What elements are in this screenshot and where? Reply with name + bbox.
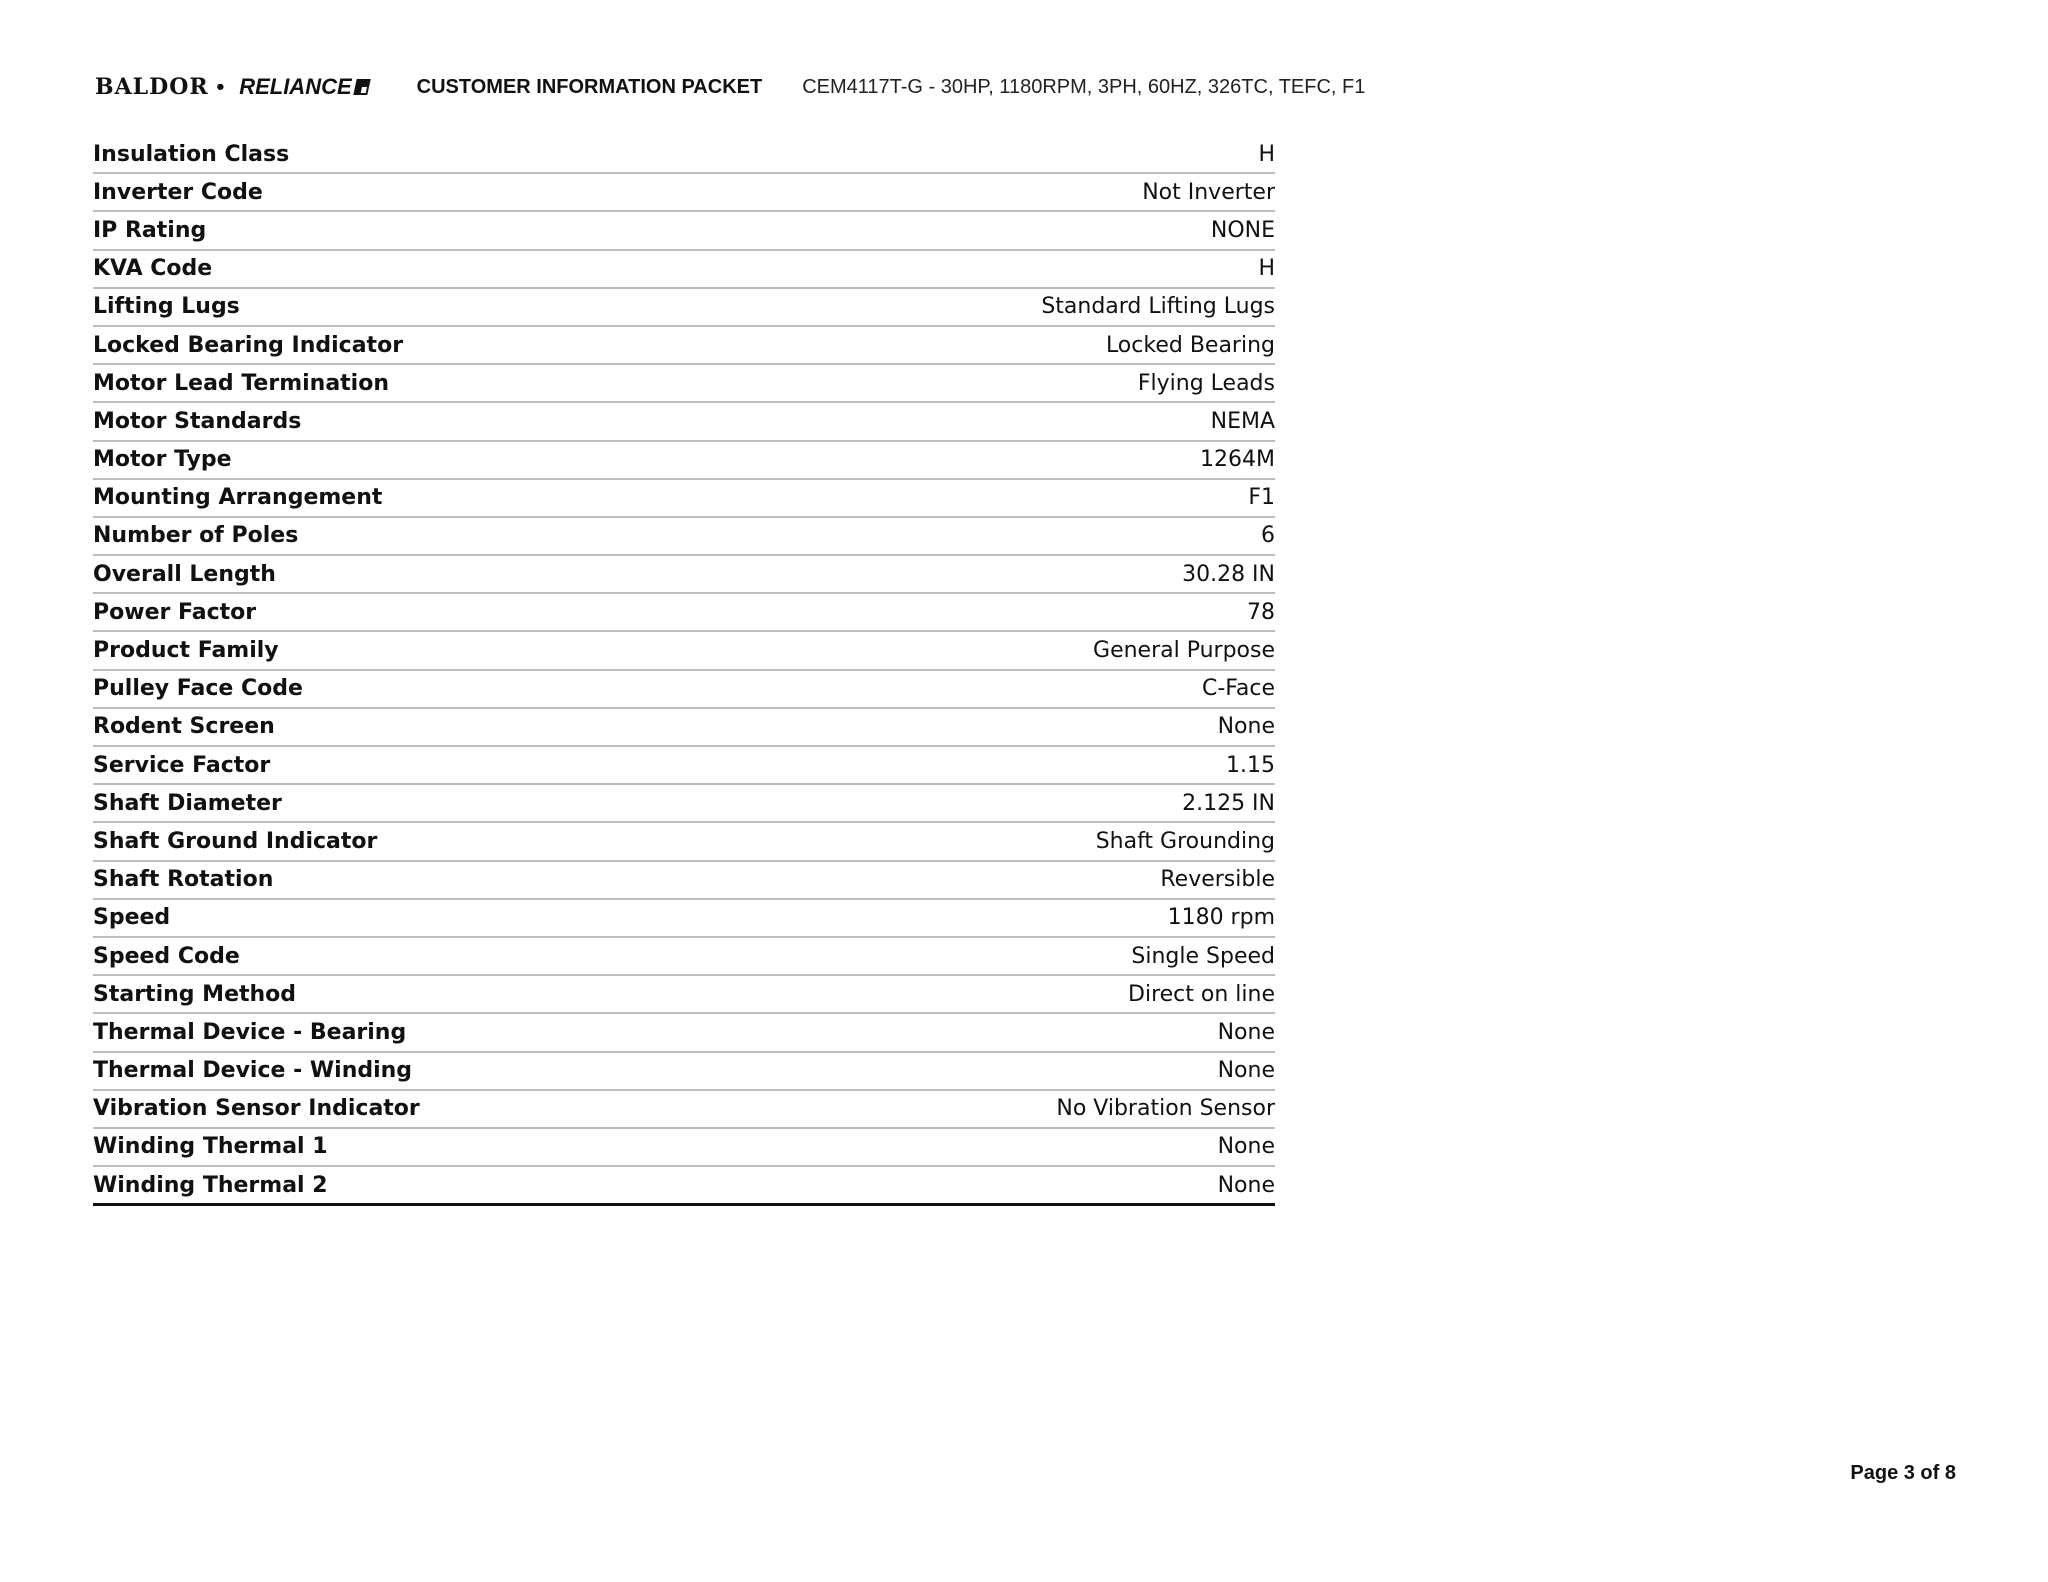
spec-row: Thermal Device - Winding None [93, 1053, 1275, 1091]
spec-value: None [1217, 1019, 1275, 1045]
spec-row: Insulation Class H [93, 136, 1275, 175]
spec-label: Motor Standards [93, 408, 302, 434]
spec-label: Lifting Lugs [93, 294, 240, 320]
spec-row: Thermal Device - Bearing None [93, 1014, 1275, 1053]
spec-label: Power Factor [93, 599, 257, 625]
spec-row: Winding Thermal 1 None [93, 1129, 1275, 1168]
spec-value: Locked Bearing [1105, 332, 1275, 358]
spec-row: Overall Length 30.28 IN [93, 556, 1275, 595]
spec-row: Shaft Ground Indicator Shaft Grounding [93, 823, 1275, 862]
spec-value: NONE [1210, 217, 1275, 243]
spec-value: NEMA [1210, 408, 1275, 434]
spec-value: Single Speed [1131, 943, 1275, 969]
spec-label: Shaft Diameter [93, 790, 282, 816]
spec-value: None [1217, 714, 1275, 740]
logo-mark-icon [352, 79, 371, 95]
spec-value: 1264M [1200, 447, 1275, 473]
spec-value: 78 [1247, 599, 1275, 625]
spec-row: Rodent Screen None [93, 709, 1275, 747]
spec-row: Speed 1180 rpm [93, 900, 1275, 938]
spec-row: Speed Code Single Speed [93, 938, 1275, 977]
spec-label: Number of Poles [93, 523, 299, 549]
product-description: CEM4117T-G - 30HP, 1180RPM, 3PH, 60HZ, 3… [802, 75, 1366, 98]
spec-value: None [1217, 1134, 1275, 1160]
spec-row: Motor Lead Termination Flying Leads [93, 365, 1275, 404]
spec-value: C-Face [1201, 676, 1275, 702]
spec-row: Shaft Rotation Reversible [93, 862, 1275, 900]
spec-value: 6 [1261, 523, 1275, 549]
spec-value: 2.125 IN [1182, 790, 1275, 816]
spec-label: IP Rating [93, 217, 207, 243]
spec-row: IP Rating NONE [93, 212, 1275, 251]
spec-label: Thermal Device - Winding [93, 1058, 413, 1084]
spec-row: Starting Method Direct on line [93, 976, 1275, 1015]
spec-value: F1 [1248, 485, 1275, 511]
spec-label: Overall Length [93, 561, 276, 587]
spec-row: Winding Thermal 2 None [93, 1167, 1275, 1203]
spec-value: 1180 rpm [1167, 905, 1275, 931]
spec-label: Shaft Rotation [93, 867, 274, 893]
spec-value: H [1258, 141, 1275, 167]
spec-label: Speed [93, 905, 171, 931]
spec-value: General Purpose [1093, 638, 1275, 664]
spec-label: KVA Code [93, 256, 213, 282]
logo-text-baldor: BALDOR [95, 74, 209, 100]
spec-label: Winding Thermal 1 [93, 1134, 328, 1160]
page-header: BALDOR • RELIANCE CUSTOMER INFORMATION P… [95, 72, 1365, 102]
spec-label: Mounting Arrangement [93, 485, 383, 511]
spec-label: Speed Code [93, 943, 240, 969]
spec-row: Lifting Lugs Standard Lifting Lugs [93, 289, 1275, 327]
spec-label: Shaft Ground Indicator [93, 828, 378, 854]
spec-label: Thermal Device - Bearing [93, 1019, 407, 1045]
spec-row: Number of Poles 6 [93, 518, 1275, 557]
spec-label: Motor Type [93, 447, 232, 473]
spec-value: Flying Leads [1137, 370, 1275, 396]
spec-row: Power Factor 78 [93, 594, 1275, 633]
spec-label: Pulley Face Code [93, 676, 303, 702]
spec-label: Inverter Code [93, 179, 263, 205]
spec-value: None [1217, 1058, 1275, 1084]
spec-label: Insulation Class [93, 141, 290, 167]
spec-value: 1.15 [1226, 752, 1275, 778]
spec-row: Service Factor 1.15 [93, 747, 1275, 786]
spec-label: Vibration Sensor Indicator [93, 1096, 420, 1122]
spec-row: Product Family General Purpose [93, 632, 1275, 671]
spec-label: Winding Thermal 2 [93, 1172, 328, 1198]
spec-row: KVA Code H [93, 251, 1275, 289]
document-title: CUSTOMER INFORMATION PACKET [416, 75, 763, 98]
logo-text-reliance: RELIANCE [239, 74, 352, 99]
spec-label: Locked Bearing Indicator [93, 332, 404, 358]
spec-value: None [1217, 1172, 1275, 1198]
spec-row: Motor Type 1264M [93, 442, 1275, 480]
logo-dot-icon: • [214, 76, 228, 98]
spec-label: Rodent Screen [93, 714, 275, 740]
spec-value: H [1258, 256, 1275, 282]
spec-row: Shaft Diameter 2.125 IN [93, 785, 1275, 824]
spec-row: Inverter Code Not Inverter [93, 174, 1275, 213]
spec-value: Standard Lifting Lugs [1041, 294, 1275, 320]
spec-table: Insulation Class H Inverter Code Not Invert… [93, 136, 1275, 1207]
spec-value: Not Inverter [1142, 179, 1275, 205]
spec-value: Direct on line [1128, 981, 1275, 1007]
spec-row: Vibration Sensor Indicator No Vibration S… [93, 1091, 1275, 1129]
spec-value: Shaft Grounding [1095, 828, 1275, 854]
spec-row: Pulley Face Code C-Face [93, 671, 1275, 709]
spec-label: Starting Method [93, 981, 297, 1007]
spec-value: 30.28 IN [1182, 561, 1275, 587]
spec-label: Product Family [93, 638, 279, 664]
spec-row: Motor Standards NEMA [93, 403, 1275, 442]
brand-logo: BALDOR • RELIANCE [95, 74, 371, 100]
spec-value: No Vibration Sensor [1056, 1096, 1275, 1122]
spec-row: Locked Bearing Indicator Locked Bearing [93, 327, 1275, 366]
spec-value: Reversible [1160, 867, 1275, 893]
spec-row: Mounting Arrangement F1 [93, 480, 1275, 518]
page-number: Page 3 of 8 [1850, 1462, 1956, 1484]
spec-label: Service Factor [93, 752, 271, 778]
spec-label: Motor Lead Termination [93, 370, 390, 396]
